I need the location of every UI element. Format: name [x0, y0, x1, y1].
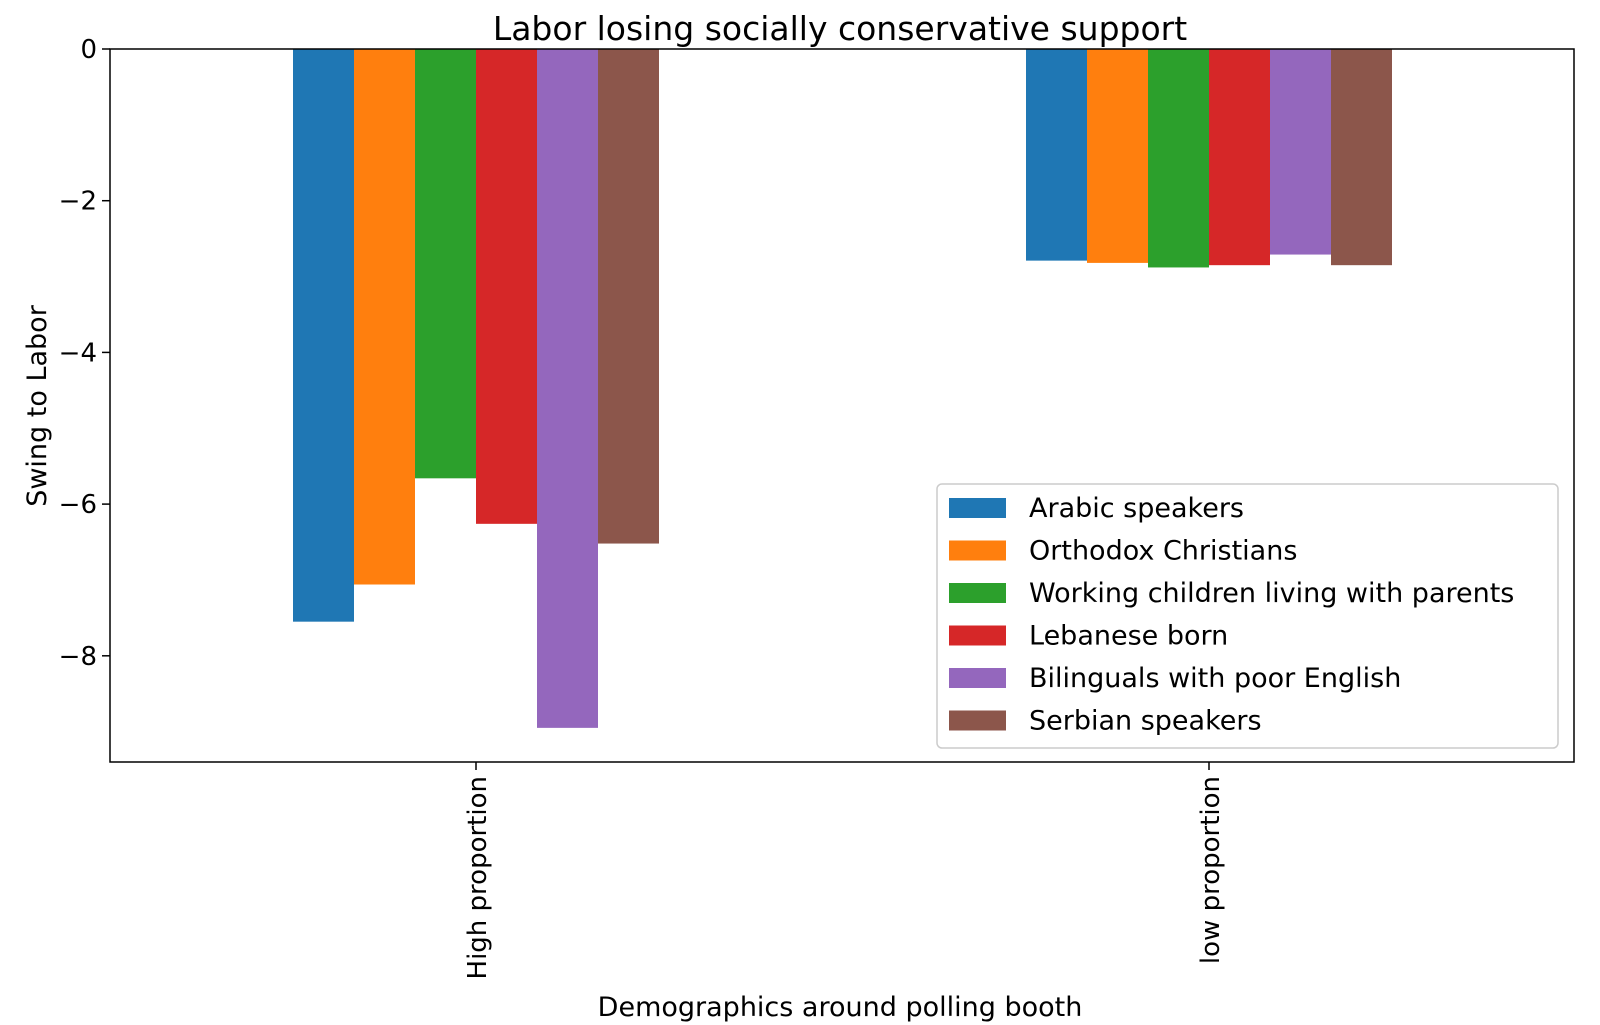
- x-tick-label: low proportion: [1196, 776, 1226, 964]
- legend-label: Orthodox Christians: [1029, 536, 1297, 567]
- bar: [1087, 49, 1148, 263]
- legend-label: Lebanese born: [1029, 621, 1228, 652]
- y-tick-label: −2: [59, 187, 97, 217]
- legend-swatch: [949, 583, 1006, 603]
- y-tick-label: −8: [59, 642, 97, 672]
- bar: [1331, 49, 1392, 266]
- legend-label: Bilinguals with poor English: [1029, 663, 1401, 694]
- x-tick-label: High proportion: [463, 776, 493, 979]
- bar: [476, 49, 537, 524]
- legend-swatch: [949, 498, 1006, 518]
- legend-label: Working children living with parents: [1029, 578, 1514, 609]
- y-tick-label: −6: [59, 490, 97, 520]
- bar: [598, 49, 659, 544]
- legend: Arabic speakers Orthodox Christians Workin…: [936, 483, 1559, 749]
- legend-label: Arabic speakers: [1029, 493, 1244, 524]
- plot-frame: [109, 48, 1575, 763]
- legend-swatch: [949, 710, 1006, 731]
- bar: [1148, 49, 1209, 268]
- legend-swatch: [949, 668, 1006, 688]
- bar: [537, 49, 598, 728]
- plot-area: 0 −2 −4 −6 −8 High proportion low proportion: [59, 35, 1392, 979]
- y-tick-label: −4: [59, 338, 97, 368]
- legend-swatch: [949, 540, 1006, 561]
- bar: [293, 49, 354, 622]
- chart-title: Labor losing socially conservative suppo…: [493, 9, 1187, 48]
- bar: [1270, 49, 1331, 255]
- legend-swatch: [949, 625, 1006, 646]
- bar: [415, 49, 476, 479]
- bar: [1026, 49, 1087, 261]
- bar: [1209, 49, 1270, 266]
- y-axis-label: Swing to Labor: [22, 304, 53, 506]
- y-tick-label: 0: [80, 35, 97, 65]
- legend-box: [936, 483, 1559, 749]
- x-axis-label: Demographics around polling booth: [598, 992, 1083, 1023]
- legend-label: Serbian speakers: [1029, 706, 1262, 737]
- bar: [354, 49, 415, 585]
